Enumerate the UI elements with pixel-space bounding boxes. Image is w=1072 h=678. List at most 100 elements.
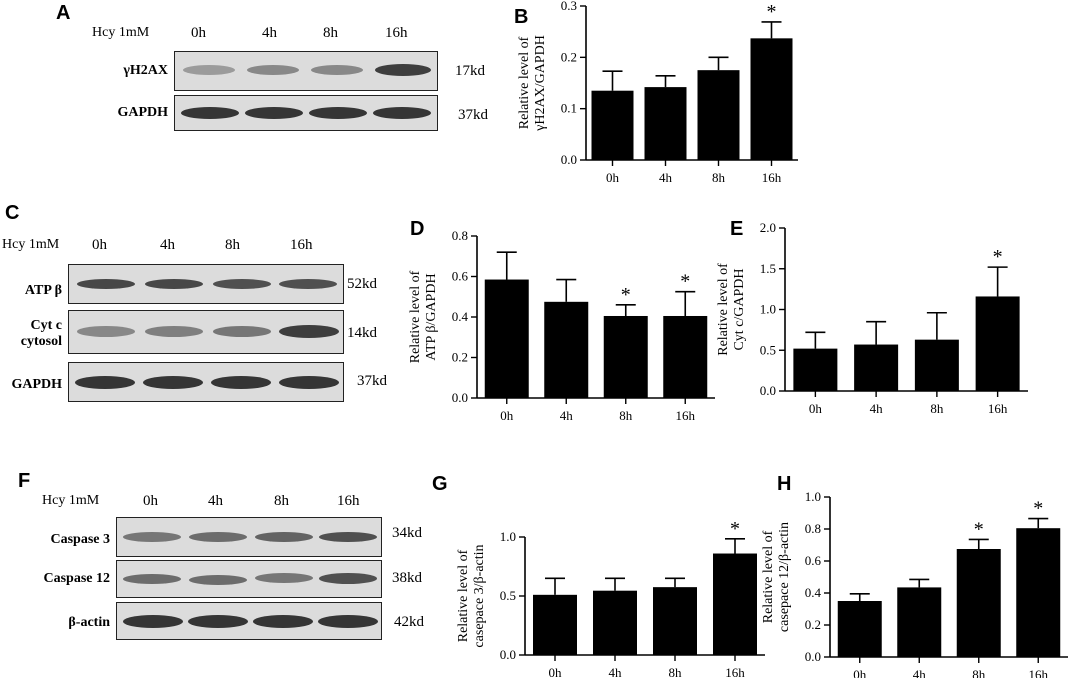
kd-label: 17kd	[455, 63, 485, 79]
blot-band	[211, 376, 271, 389]
bar	[1016, 528, 1061, 657]
blot-band	[188, 615, 248, 628]
kd-label: 42kd	[394, 614, 424, 630]
treatment-label-f: Hcy 1mM	[42, 493, 100, 508]
bar	[914, 339, 959, 391]
y-tick-label: 0.8	[452, 228, 468, 243]
y-tick-label: 0.2	[452, 350, 468, 365]
x-tick-label: 0h	[500, 408, 514, 423]
blot-band	[189, 575, 247, 585]
y-tick-label: 0.5	[500, 588, 516, 603]
blot-band	[75, 376, 135, 389]
blot-gapdh	[174, 95, 438, 131]
y-tick-label: 0.4	[805, 585, 822, 600]
y-axis-label: ATP β/GAPDH	[424, 273, 439, 360]
x-tick-label: 8h	[930, 401, 944, 416]
treatment-label-c: Hcy 1mM	[2, 237, 60, 252]
blot-caspase12	[116, 560, 382, 598]
significance-marker: *	[621, 284, 631, 306]
blot-band	[247, 65, 299, 75]
kd-label: 37kd	[458, 107, 488, 123]
y-tick-label: 0.6	[452, 269, 469, 284]
y-tick-label: 0.5	[760, 342, 776, 357]
blot-bactin	[116, 602, 382, 640]
time-label: 8h	[225, 237, 240, 253]
row-label-gh2ax: γH2AX	[123, 63, 168, 78]
x-tick-label: 4h	[913, 667, 927, 678]
time-label: 16h	[337, 493, 360, 509]
time-label: 0h	[143, 493, 158, 509]
bar	[956, 549, 1001, 657]
kd-label: 52kd	[347, 276, 377, 292]
bar	[591, 90, 634, 160]
y-axis-label: Relative level of	[408, 270, 423, 363]
x-tick-label: 4h	[870, 401, 884, 416]
bar	[603, 315, 648, 398]
panel-label-c: C	[5, 202, 20, 224]
row-label-caspase12: Caspase 12	[43, 571, 110, 586]
blot-band	[145, 326, 203, 337]
kd-label: 37kd	[357, 373, 387, 389]
blot-band	[123, 532, 181, 542]
y-tick-label: 0.1	[561, 101, 577, 116]
blot-band	[373, 107, 431, 119]
y-tick-label: 1.0	[500, 529, 516, 544]
blot-band	[311, 65, 363, 75]
blot-band	[183, 65, 235, 75]
panel-label-b: B	[514, 6, 529, 28]
panel-label-e: E	[730, 218, 744, 240]
bar	[533, 594, 577, 655]
blot-gh2ax	[174, 51, 438, 91]
y-tick-label: 0.0	[452, 390, 468, 405]
blot-band	[279, 279, 337, 289]
time-label: 4h	[262, 25, 277, 41]
blot-band	[143, 376, 203, 389]
y-tick-label: 1.5	[760, 261, 776, 276]
bar	[484, 279, 529, 398]
row-label-gapdh: GAPDH	[11, 377, 62, 392]
x-tick-label: 8h	[972, 667, 986, 678]
y-tick-label: 1.0	[805, 489, 821, 504]
y-tick-label: 0.0	[760, 383, 776, 398]
panel-label-g: G	[432, 473, 448, 495]
time-label: 8h	[323, 25, 338, 41]
x-tick-label: 0h	[853, 667, 867, 678]
y-tick-label: 2.0	[760, 220, 776, 235]
bar	[854, 344, 899, 391]
y-axis-label: casepace 12/β-actin	[777, 522, 792, 632]
blot-cytc	[68, 310, 344, 354]
y-tick-label: 0.3	[561, 0, 577, 13]
x-tick-label: 0h	[606, 170, 620, 185]
blot-band	[253, 615, 313, 628]
blot-atpb	[68, 264, 344, 304]
y-tick-label: 0.2	[805, 617, 821, 632]
bar	[750, 38, 793, 161]
x-tick-label: 16h	[676, 408, 696, 423]
time-label: 16h	[385, 25, 408, 41]
bar	[697, 70, 740, 160]
significance-marker: *	[767, 1, 777, 23]
x-tick-label: 0h	[809, 401, 823, 416]
blot-band	[77, 326, 135, 337]
blot-gapdh	[68, 362, 344, 402]
blot-band	[189, 532, 247, 542]
kd-label: 34kd	[392, 525, 422, 541]
bar	[975, 296, 1020, 391]
blot-band	[309, 107, 367, 119]
significance-marker: *	[1033, 498, 1043, 520]
y-tick-label: 0.0	[805, 649, 821, 664]
time-label: 4h	[208, 493, 223, 509]
bar	[644, 87, 687, 160]
blot-band	[123, 615, 183, 628]
blot-band	[145, 279, 203, 289]
blot-band	[279, 325, 339, 338]
bar	[593, 590, 637, 655]
significance-marker: *	[974, 518, 984, 540]
x-tick-label: 8h	[619, 408, 633, 423]
bar	[793, 348, 838, 391]
blot-band	[375, 64, 431, 76]
x-tick-label: 16h	[988, 401, 1008, 416]
significance-marker: *	[993, 246, 1003, 268]
x-tick-label: 4h	[659, 170, 673, 185]
